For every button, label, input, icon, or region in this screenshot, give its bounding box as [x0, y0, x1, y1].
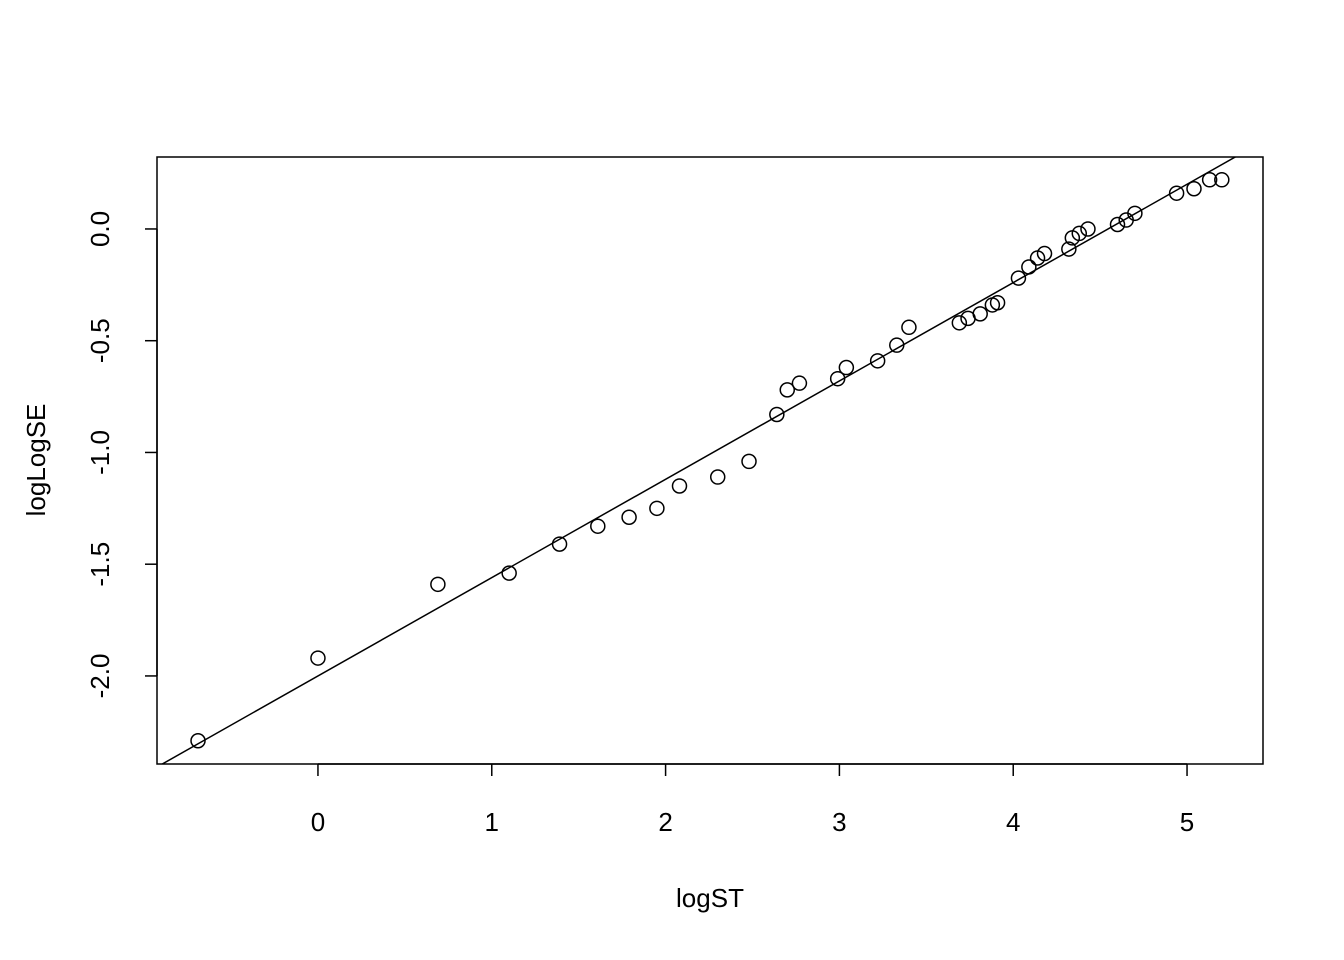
point	[951, 315, 968, 331]
point	[889, 337, 905, 353]
point	[829, 370, 846, 387]
point	[551, 536, 568, 552]
point	[838, 359, 855, 376]
point	[621, 509, 637, 526]
point	[741, 453, 757, 470]
point	[649, 500, 665, 517]
point	[1036, 245, 1053, 262]
x-tick-label: 5	[1180, 807, 1194, 837]
point	[1201, 172, 1218, 188]
point	[709, 469, 726, 485]
fit-line	[160, 157, 1237, 764]
point	[190, 733, 206, 749]
x-tick-label: 1	[485, 807, 499, 837]
point	[791, 375, 808, 391]
point	[310, 650, 326, 666]
point	[869, 353, 886, 369]
point	[769, 406, 785, 423]
y-axis-title: logLogSE	[21, 404, 51, 517]
point	[901, 319, 917, 336]
point	[1010, 270, 1027, 286]
point	[1109, 216, 1126, 233]
point	[1168, 185, 1185, 201]
y-tick-label: -1.5	[85, 542, 115, 587]
y-tick-label: -0.5	[85, 318, 115, 363]
y-tick-label: -2.0	[85, 654, 115, 699]
point	[1214, 172, 1230, 188]
x-axis-title: logST	[676, 883, 744, 913]
point	[779, 382, 796, 398]
point	[1071, 225, 1088, 242]
point	[501, 565, 517, 581]
x-tick-label: 4	[1006, 807, 1020, 837]
point	[430, 576, 446, 593]
y-tick-label: -1.0	[85, 430, 115, 475]
point	[1061, 241, 1077, 257]
point	[972, 306, 988, 322]
point	[1080, 221, 1096, 237]
point	[1127, 205, 1143, 222]
x-tick-label: 2	[658, 807, 672, 837]
point	[1021, 259, 1037, 275]
point	[1186, 180, 1202, 197]
x-tick-label: 0	[311, 807, 325, 837]
point	[989, 294, 1006, 311]
point	[671, 478, 688, 494]
point	[590, 518, 606, 534]
x-tick-label: 3	[832, 807, 846, 837]
y-tick-label: 0.0	[85, 211, 115, 247]
